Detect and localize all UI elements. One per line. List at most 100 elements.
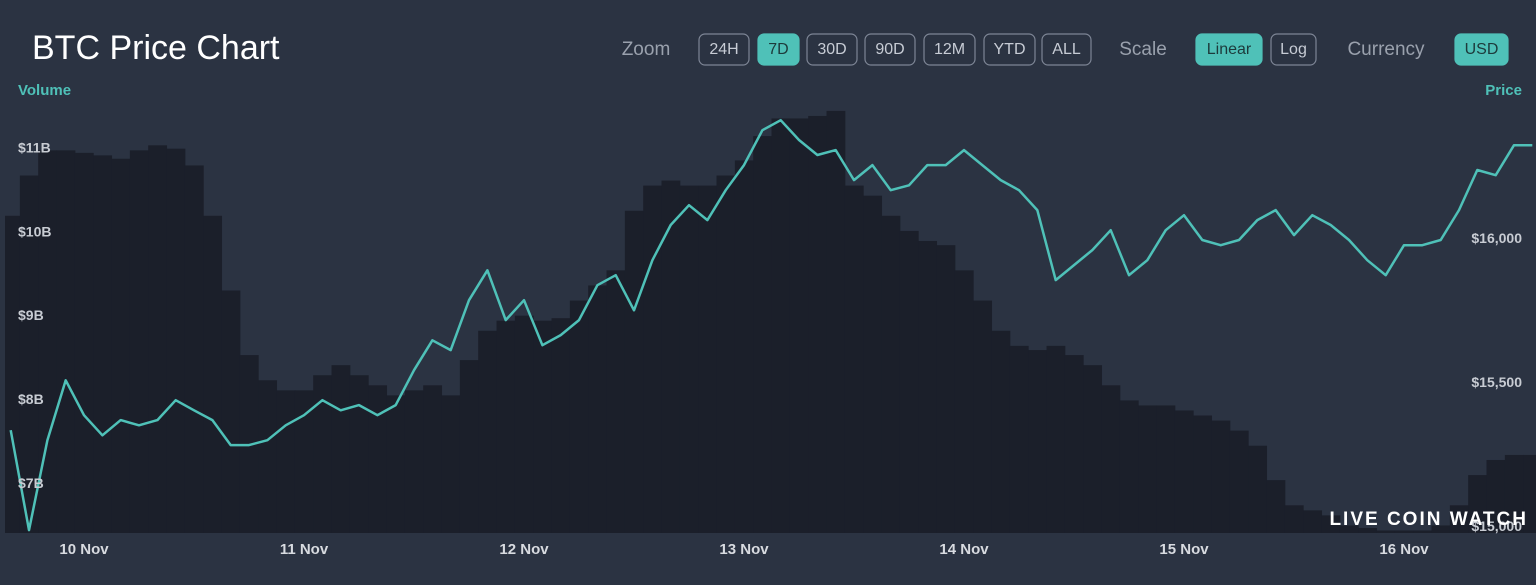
button-frame [864, 33, 916, 66]
volume-bar [1413, 530, 1433, 533]
volume-bar [1193, 415, 1213, 533]
currency-label: Currency [1347, 39, 1425, 60]
zoom-button[interactable]: 7D [757, 33, 800, 66]
volume-bar [19, 175, 39, 533]
volume-bar [1211, 420, 1231, 533]
y-tick-label: $7B [18, 475, 44, 491]
volume-bar [551, 318, 571, 533]
volume-bar [331, 365, 351, 533]
button-frame [983, 33, 1036, 66]
currency-button[interactable]: USD [1454, 33, 1509, 66]
volume-bar [1009, 345, 1029, 533]
button-label: 24H [709, 41, 738, 58]
volume-bar [606, 270, 626, 533]
button-label: Log [1280, 41, 1307, 58]
volume-bar [349, 375, 369, 533]
button-label: 7D [768, 41, 788, 58]
volume-bar [863, 195, 883, 534]
volume-bar [276, 390, 296, 533]
volume-bar [808, 115, 828, 534]
volume-bar [826, 110, 846, 534]
y-tick-label: $11B [18, 139, 51, 155]
button-frame [1454, 33, 1509, 66]
x-tick-label: 15 Nov [1159, 541, 1209, 558]
volume-bar [459, 360, 479, 533]
zoom-button[interactable]: 30D [806, 33, 858, 66]
price-line [9, 118, 1533, 532]
volume-bar [588, 285, 608, 533]
button-label: 12M [934, 41, 965, 58]
volume-bar [1504, 454, 1524, 533]
zoom-button[interactable]: 12M [923, 33, 976, 66]
volume-bar [221, 290, 241, 533]
button-label: Linear [1207, 41, 1252, 58]
volume-bar [404, 390, 424, 533]
x-tick-label: 16 Nov [1379, 541, 1429, 558]
volume-bar [881, 215, 901, 534]
button-frame [1041, 33, 1092, 66]
x-tick-label: 13 Nov [719, 541, 769, 558]
volume-bar [661, 180, 681, 533]
button-frame [1195, 33, 1263, 66]
scale-button[interactable]: Log [1270, 33, 1317, 66]
button-frame [698, 33, 750, 66]
volume-bar [368, 385, 388, 533]
volume-bar [1468, 475, 1488, 533]
volume-bar [1394, 530, 1414, 533]
volume-bar [1449, 505, 1469, 533]
volume-bar [166, 148, 186, 534]
watermark: LIVE COIN WATCH [1329, 509, 1528, 530]
volume-bar [1083, 365, 1103, 533]
plot-area: Volume Price $7B $8B $9B $10B $11B $15,000 $15,5… [5, 82, 1536, 558]
volume-bar [973, 300, 993, 533]
x-tick-label: 11 Nov [280, 541, 329, 558]
volume-bar [496, 320, 516, 533]
volume-bar [1303, 510, 1323, 533]
volume-bar [38, 150, 58, 534]
toolbar: Zoom 24H 7D 30D 90D 12M YTD ALL Scale Linear Log Cu… [622, 33, 1509, 66]
y-tick-label: $10B [18, 223, 51, 239]
button-frame [1270, 33, 1317, 66]
volume-bar [844, 185, 864, 533]
x-tick-label: 12 Nov [499, 541, 549, 558]
volume-bar [1321, 515, 1341, 533]
zoom-button[interactable]: 24H [698, 33, 750, 66]
volume-bar [918, 240, 938, 533]
chart-title: BTC Price Chart [32, 29, 280, 67]
volume-bar [643, 185, 663, 533]
button-label: 30D [817, 41, 846, 58]
volume-bar [1028, 350, 1048, 533]
volume-bar [716, 175, 736, 533]
y2-tick-label: $15,000 [1471, 518, 1522, 534]
zoom-button[interactable]: YTD [983, 33, 1036, 66]
volume-bar [478, 330, 498, 533]
volume-bar [423, 385, 443, 533]
zoom-button[interactable]: 90D [864, 33, 916, 66]
volume-bar [771, 118, 791, 533]
volume-bar [1376, 530, 1396, 533]
volume-bar [441, 395, 461, 533]
volume-bar [1119, 400, 1139, 533]
volume-bar [129, 150, 149, 534]
volume-bar [753, 136, 773, 534]
y-axis-title: Volume [18, 82, 71, 99]
volume-bar [533, 320, 553, 533]
volume-bar [294, 390, 314, 533]
volume-bar [789, 118, 809, 533]
volume-bar [936, 245, 956, 533]
volume-bar [1266, 480, 1286, 533]
volume-bar [1523, 454, 1536, 533]
button-label: USD [1465, 41, 1499, 58]
zoom-button[interactable]: ALL [1041, 33, 1092, 66]
y2-axis-title: Price [1485, 82, 1522, 99]
volume-bar [899, 230, 919, 533]
volume-bar [514, 315, 534, 533]
x-tick-label: 10 Nov [59, 541, 109, 558]
scale-button[interactable]: Linear [1195, 33, 1263, 66]
volume-bar [624, 210, 644, 533]
volume-bar [5, 215, 21, 534]
volume-bar [1101, 385, 1121, 533]
y2-tick-label: $16,000 [1471, 230, 1522, 246]
volume-bar [93, 155, 113, 533]
